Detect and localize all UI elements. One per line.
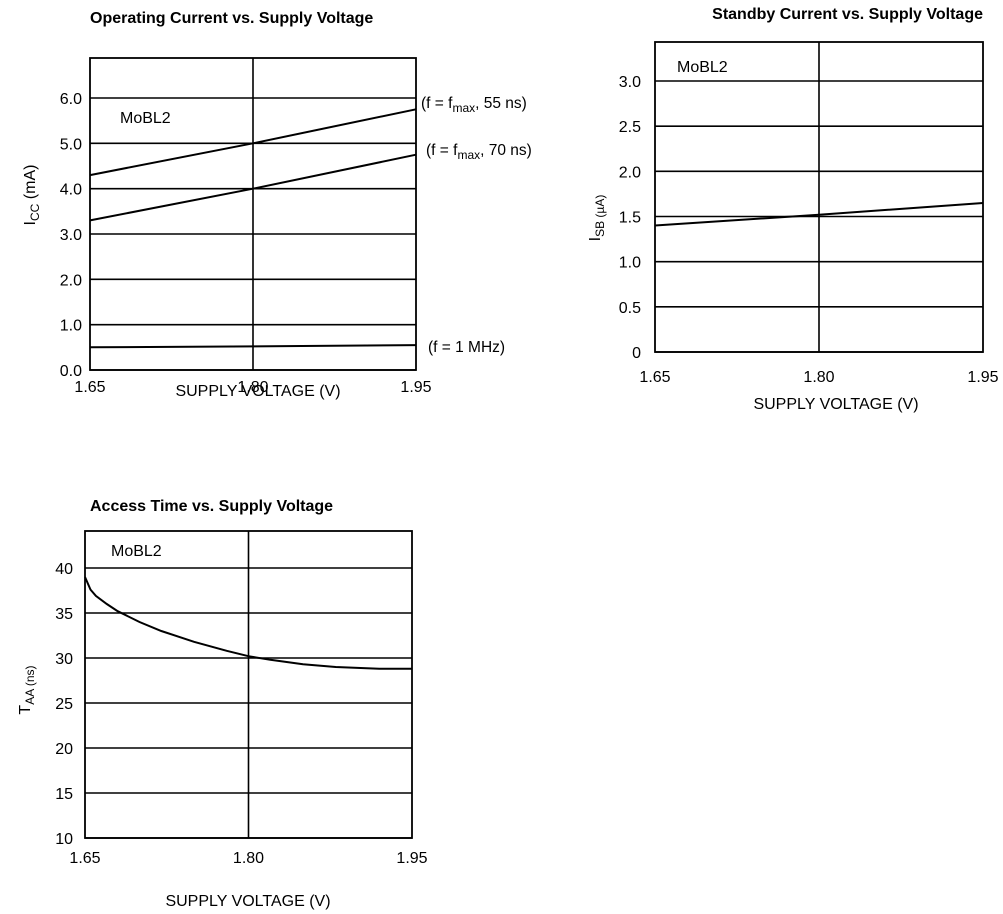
y-axis-label: TAA (ns) [17, 665, 37, 714]
y-tick-label: 40 [55, 561, 73, 578]
y-tick-label: 6.0 [60, 91, 82, 108]
chart-3: Access Time vs. Supply Voltage 10 15 20 25 30… [17, 498, 428, 910]
series-label-3: (f = 1 MHz) [428, 339, 505, 356]
x-tick-label: 1.95 [396, 850, 427, 867]
y-axis-label: ISB (µA) [587, 195, 607, 242]
series-label-2: (f = fmax, 70 ns) [426, 142, 532, 162]
x-tick-label: 1.95 [967, 369, 998, 386]
series-line-1 [89, 108, 417, 177]
series-line-3 [89, 344, 417, 349]
chart-2: Standby Current vs. Supply Voltage 0 0.5 1.… [587, 6, 999, 413]
chart-1: Operating Current vs. Supply Voltage0.01… [22, 10, 532, 400]
chart-title: Standby Current vs. Supply Voltage [712, 6, 983, 23]
x-axis-label: SUPPLY VOLTAGE (V) [753, 396, 918, 413]
y-tick-label: 35 [55, 606, 73, 623]
y-tick-label: 15 [55, 786, 73, 803]
y-tick-label: 30 [55, 651, 73, 668]
device-annotation: MoBL2 [120, 110, 171, 127]
x-tick-label: 1.65 [69, 850, 100, 867]
series-line-1 [654, 202, 984, 227]
y-tick-label: 0.5 [619, 300, 641, 317]
y-tick-label: 2.0 [60, 272, 82, 289]
y-tick-label: 20 [55, 741, 73, 758]
device-annotation: MoBL2 [677, 59, 728, 76]
y-tick-label: 1.0 [619, 255, 641, 272]
y-tick-label: 2.5 [619, 119, 641, 136]
chart-title: Operating Current vs. Supply Voltage [90, 10, 373, 27]
chart-title: Access Time vs. Supply Voltage [90, 498, 333, 515]
y-tick-label: 2.0 [619, 164, 641, 181]
series-line-1 [84, 576, 412, 670]
y-tick-label: 0 [632, 345, 641, 362]
y-tick-label: 1.5 [619, 210, 641, 227]
y-tick-label: 5.0 [60, 136, 82, 153]
y-tick-label: 1.0 [60, 318, 82, 335]
y-tick-label: 0.0 [60, 363, 82, 380]
x-tick-label: 1.80 [233, 850, 264, 867]
y-tick-label: 3.0 [60, 227, 82, 244]
x-axis-label: SUPPLY VOLTAGE (V) [165, 893, 330, 910]
y-tick-label: 3.0 [619, 74, 641, 91]
y-tick-label: 25 [55, 696, 73, 713]
x-tick-label: 1.95 [400, 379, 431, 396]
x-tick-label: 1.80 [237, 379, 268, 396]
x-tick-label: 1.80 [803, 369, 834, 386]
series-line-2 [89, 153, 417, 222]
x-axis-label: SUPPLY VOLTAGE (V) [175, 383, 340, 400]
y-tick-label: 4.0 [60, 182, 82, 199]
series-label-1: (f = fmax, 55 ns) [421, 95, 527, 115]
x-tick-label: 1.65 [74, 379, 105, 396]
y-tick-label: 10 [55, 831, 73, 848]
x-tick-label: 1.65 [639, 369, 670, 386]
y-axis-label: ICC (mA) [22, 165, 42, 226]
device-annotation: MoBL2 [111, 543, 162, 560]
